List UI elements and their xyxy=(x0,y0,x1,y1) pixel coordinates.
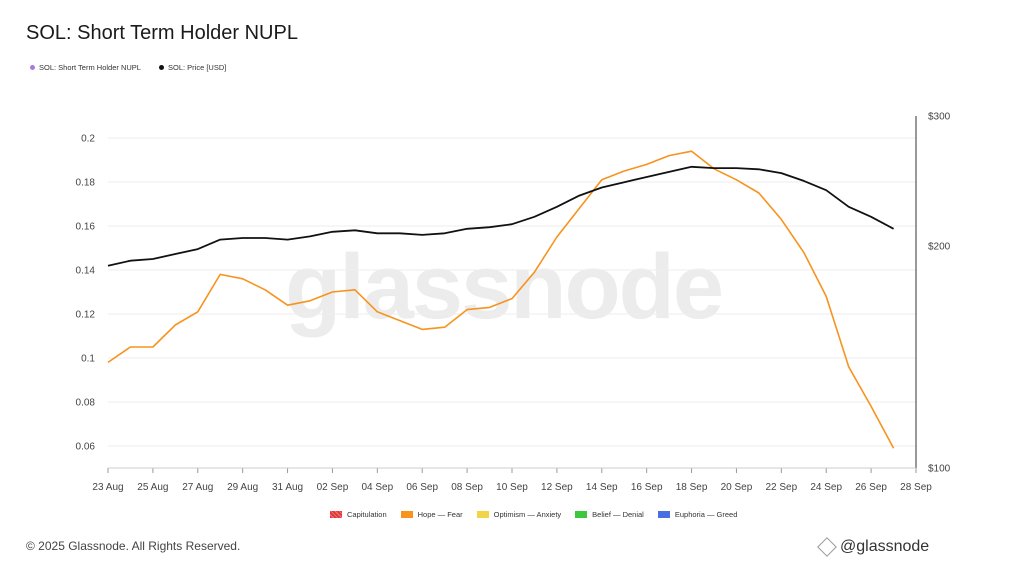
x-tick-label: 16 Sep xyxy=(631,482,663,493)
left-tick-label: 0.06 xyxy=(76,442,96,453)
x-tick-label: 23 Aug xyxy=(92,482,123,493)
x-tick-label: 27 Aug xyxy=(182,482,213,493)
x-tick-label: 06 Sep xyxy=(406,482,438,493)
swatch-optimism-anxiety xyxy=(476,511,489,518)
grid-lines xyxy=(108,137,916,447)
series-group xyxy=(107,150,895,449)
left-tick-label: 0.2 xyxy=(81,134,95,145)
x-tick-label: 10 Sep xyxy=(496,482,528,493)
legend-label-nupl: SOL: Short Term Holder NUPL xyxy=(39,63,141,72)
legend-label-euphoria-greed: Euphoria — Greed xyxy=(674,510,738,519)
legend-item-belief-denial[interactable]: Belief — Denial xyxy=(575,510,644,519)
x-tick-label: 22 Sep xyxy=(765,482,797,493)
chart-title: SOL: Short Term Holder NUPL xyxy=(26,22,298,44)
right-tick-label: $100 xyxy=(928,464,951,475)
swatch-capitulation xyxy=(330,511,342,518)
brand-diamond-icon xyxy=(817,537,837,557)
left-tick-label: 0.14 xyxy=(76,266,96,277)
brand-handle: @glassnode xyxy=(840,538,930,555)
x-tick-label: 14 Sep xyxy=(586,482,618,493)
legend-item-optimism-anxiety[interactable]: Optimism — Anxiety xyxy=(476,510,562,519)
legend-label-optimism-anxiety: Optimism — Anxiety xyxy=(493,510,562,519)
x-tick-label: 28 Sep xyxy=(900,482,932,493)
swatch-hope-fear xyxy=(400,511,413,518)
swatch-belief-denial xyxy=(575,511,588,518)
series-line-price xyxy=(107,165,895,267)
x-tick-label: 04 Sep xyxy=(361,482,393,493)
right-axis-ticks: $100 $200 $300 xyxy=(928,112,951,475)
series-line-nupl xyxy=(107,150,895,449)
legend-item-capitulation[interactable]: Capitulation xyxy=(330,510,387,519)
copyright-text: © 2025 Glassnode. All Rights Reserved. xyxy=(26,539,241,553)
x-tick-label: 31 Aug xyxy=(272,482,303,493)
legend-label-hope-fear: Hope — Fear xyxy=(417,510,463,519)
left-tick-label: 0.18 xyxy=(76,178,96,189)
right-tick-label: $200 xyxy=(928,241,951,252)
legend-dot-nupl xyxy=(30,65,35,70)
x-tick-label: 25 Aug xyxy=(137,482,168,493)
left-tick-label: 0.1 xyxy=(81,354,95,365)
legend-label-capitulation: Capitulation xyxy=(347,510,387,519)
bottom-legend: Capitulation Hope — Fear Optimism — Anxi… xyxy=(330,510,737,519)
legend-item-nupl[interactable]: SOL: Short Term Holder NUPL xyxy=(30,63,141,72)
watermark: glassnode xyxy=(285,236,724,338)
left-tick-label: 0.16 xyxy=(76,222,96,233)
x-axis-ticks: 23 Aug 25 Aug 27 Aug 29 Aug 31 Aug 02 Sep 04 S… xyxy=(92,468,932,493)
legend-item-price[interactable]: SOL: Price [USD] xyxy=(158,63,227,72)
legend-item-hope-fear[interactable]: Hope — Fear xyxy=(400,510,463,519)
x-tick-label: 24 Sep xyxy=(810,482,842,493)
right-tick-label: $300 xyxy=(928,112,951,123)
legend-dot-price xyxy=(158,65,164,70)
swatch-euphoria-greed xyxy=(657,511,670,518)
left-tick-label: 0.08 xyxy=(76,398,96,409)
top-legend: SOL: Short Term Holder NUPL SOL: Price [… xyxy=(30,63,226,72)
x-tick-label: 26 Sep xyxy=(855,482,887,493)
x-tick-label: 20 Sep xyxy=(721,482,753,493)
x-tick-label: 18 Sep xyxy=(676,482,708,493)
legend-label-price: SOL: Price [USD] xyxy=(167,63,227,72)
x-tick-label: 02 Sep xyxy=(317,482,349,493)
x-tick-label: 12 Sep xyxy=(541,482,573,493)
legend-item-euphoria-greed[interactable]: Euphoria — Greed xyxy=(657,510,738,519)
corner-brand: @glassnode xyxy=(817,537,930,557)
x-tick-label: 08 Sep xyxy=(451,482,483,493)
left-tick-label: 0.12 xyxy=(76,310,96,321)
left-axis-ticks: 0.06 0.08 0.1 0.12 0.14 0.16 0.18 0.2 xyxy=(76,134,96,453)
legend-label-belief-denial: Belief — Denial xyxy=(592,510,644,519)
x-tick-label: 29 Aug xyxy=(227,482,258,493)
